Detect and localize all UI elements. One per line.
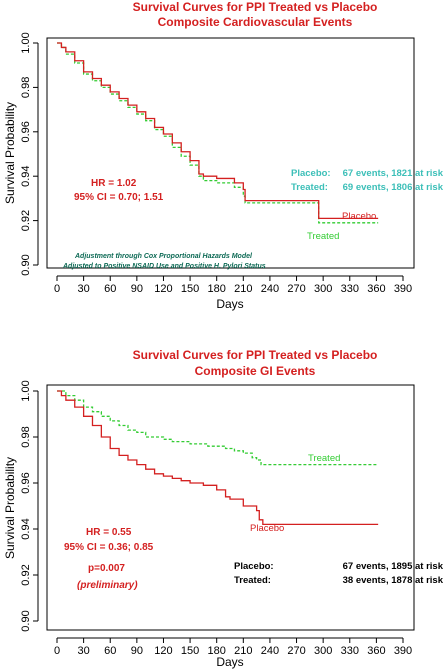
chart1-series bbox=[57, 42, 379, 224]
chart2-x-tick-label: 210 bbox=[234, 645, 252, 657]
chart2-placebo-curve bbox=[57, 390, 379, 526]
chart1-treated-curve-label: Treated bbox=[307, 231, 339, 242]
chart1-x-tick-label: 390 bbox=[394, 283, 412, 295]
chart2-x-tick-label: 0 bbox=[54, 645, 60, 657]
chart2-placebo-curve-label: Placebo bbox=[250, 523, 284, 534]
chart1-treated-curve bbox=[57, 42, 379, 224]
chart2-x-ticks: 0 30 60 90 120 150 180 210 240 270 300 330 360 390 bbox=[54, 637, 412, 657]
chart-gi: Survival Curves for PPI Treated vs Place… bbox=[3, 348, 444, 669]
chart2-plot-frame bbox=[46, 384, 415, 631]
chart2-preliminary-note: (preliminary) bbox=[77, 580, 138, 591]
chart2-y-tick-label: 1.00 bbox=[20, 380, 32, 401]
chart1-treated-events-value: 69 events, 1806 at risk bbox=[343, 182, 444, 193]
chart-cardiovascular: Survival Curves for PPI Treated vs Place… bbox=[3, 0, 444, 311]
chart1-ci-text: 95% CI = 0.70; 1.51 bbox=[74, 192, 164, 203]
chart1-y-tick-label: 0.98 bbox=[20, 77, 32, 98]
chart2-hr-text: HR = 0.55 bbox=[86, 527, 132, 538]
chart1-x-tick-label: 150 bbox=[181, 283, 199, 295]
chart2-y-axis-label: Survival Probability bbox=[3, 457, 17, 559]
chart2-x-tick-label: 150 bbox=[181, 645, 199, 657]
chart2-x-tick-label: 120 bbox=[154, 645, 172, 657]
chart1-x-tick-label: 0 bbox=[54, 283, 60, 295]
chart2-x-tick-label: 270 bbox=[287, 645, 305, 657]
chart1-x-tick-label: 270 bbox=[287, 283, 305, 295]
chart2-x-axis-label: Days bbox=[216, 655, 243, 669]
chart1-x-tick-label: 30 bbox=[77, 283, 89, 295]
chart1-x-tick-label: 60 bbox=[104, 283, 116, 295]
chart1-placebo-events-label: Placebo: bbox=[291, 168, 331, 179]
chart1-x-tick-label: 210 bbox=[234, 283, 252, 295]
chart2-treated-events-label: Treated: bbox=[234, 575, 271, 586]
chart2-x-tick-label: 390 bbox=[394, 645, 412, 657]
chart2-x-tick-label: 240 bbox=[261, 645, 279, 657]
chart1-y-tick-label: 0.92 bbox=[20, 210, 32, 231]
chart1-title: Survival Curves for PPI Treated vs Place… bbox=[133, 0, 378, 14]
chart1-treated-events-label: Treated: bbox=[291, 182, 328, 193]
chart1-x-ticks: 0 30 60 90 120 150 180 210 240 270 300 330 360 390 bbox=[54, 275, 412, 295]
chart1-note-line-1: Adjustment through Cox Proportional Haza… bbox=[74, 253, 253, 260]
chart2-treated-curve bbox=[57, 390, 379, 466]
chart1-y-tick-label: 1.00 bbox=[20, 32, 32, 53]
chart1-x-tick-label: 240 bbox=[261, 283, 279, 295]
chart2-series bbox=[57, 390, 379, 526]
chart1-x-tick-label: 300 bbox=[314, 283, 332, 295]
chart1-x-tick-label: 180 bbox=[208, 283, 226, 295]
chart1-subtitle: Composite Cardiovascular Events bbox=[158, 15, 353, 29]
chart2-p-value: p=0.007 bbox=[88, 563, 125, 574]
chart1-x-axis-label: Days bbox=[216, 297, 243, 311]
chart1-y-axis-label: Survival Probability bbox=[3, 102, 17, 204]
chart1-plot-frame bbox=[46, 37, 415, 269]
chart1-x-tick-label: 90 bbox=[131, 283, 143, 295]
chart2-ci-text: 95% CI = 0.36; 0.85 bbox=[64, 542, 154, 553]
chart2-y-ticks: 0.90 0.92 0.94 0.96 0.98 1.00 bbox=[20, 380, 39, 632]
chart2-y-tick-label: 0.98 bbox=[20, 426, 32, 447]
chart1-x-tick-label: 330 bbox=[341, 283, 359, 295]
chart1-hr-text: HR = 1.02 bbox=[91, 178, 137, 189]
chart2-x-tick-label: 60 bbox=[104, 645, 116, 657]
chart2-treated-events-value: 38 events, 1878 at risk bbox=[343, 575, 444, 586]
chart2-x-tick-label: 300 bbox=[314, 645, 332, 657]
chart2-placebo-events-label: Placebo: bbox=[234, 561, 274, 572]
chart2-y-tick-label: 0.90 bbox=[20, 610, 32, 631]
chart1-y-tick-label: 0.94 bbox=[20, 165, 32, 186]
chart2-x-tick-label: 30 bbox=[77, 645, 89, 657]
chart2-x-tick-label: 90 bbox=[131, 645, 143, 657]
chart2-title: Survival Curves for PPI Treated vs Place… bbox=[133, 348, 378, 362]
chart1-note-line-2: Adjusted to Positive NSAID Use and Posit… bbox=[62, 263, 266, 270]
chart1-placebo-events-value: 67 events, 1821 at risk bbox=[343, 168, 444, 179]
chart1-x-tick-label: 360 bbox=[367, 283, 385, 295]
chart2-y-tick-label: 0.96 bbox=[20, 472, 32, 493]
chart2-x-tick-label: 330 bbox=[341, 645, 359, 657]
chart2-placebo-events-value: 67 events, 1895 at risk bbox=[343, 561, 444, 572]
chart1-placebo-curve-label: Placebo bbox=[342, 211, 376, 222]
chart1-y-tick-label: 0.96 bbox=[20, 121, 32, 142]
chart2-x-tick-label: 360 bbox=[367, 645, 385, 657]
chart2-y-tick-label: 0.92 bbox=[20, 564, 32, 585]
chart2-y-tick-label: 0.94 bbox=[20, 518, 32, 539]
chart1-y-ticks: 0.90 0.92 0.94 0.96 0.98 1.00 bbox=[20, 32, 39, 276]
chart1-placebo-curve bbox=[57, 42, 379, 220]
chart2-x-tick-label: 180 bbox=[208, 645, 226, 657]
chart1-x-tick-label: 120 bbox=[154, 283, 172, 295]
chart2-treated-curve-label: Treated bbox=[308, 453, 340, 464]
chart2-subtitle: Composite GI Events bbox=[195, 364, 316, 378]
chart1-y-tick-label: 0.90 bbox=[20, 254, 32, 275]
